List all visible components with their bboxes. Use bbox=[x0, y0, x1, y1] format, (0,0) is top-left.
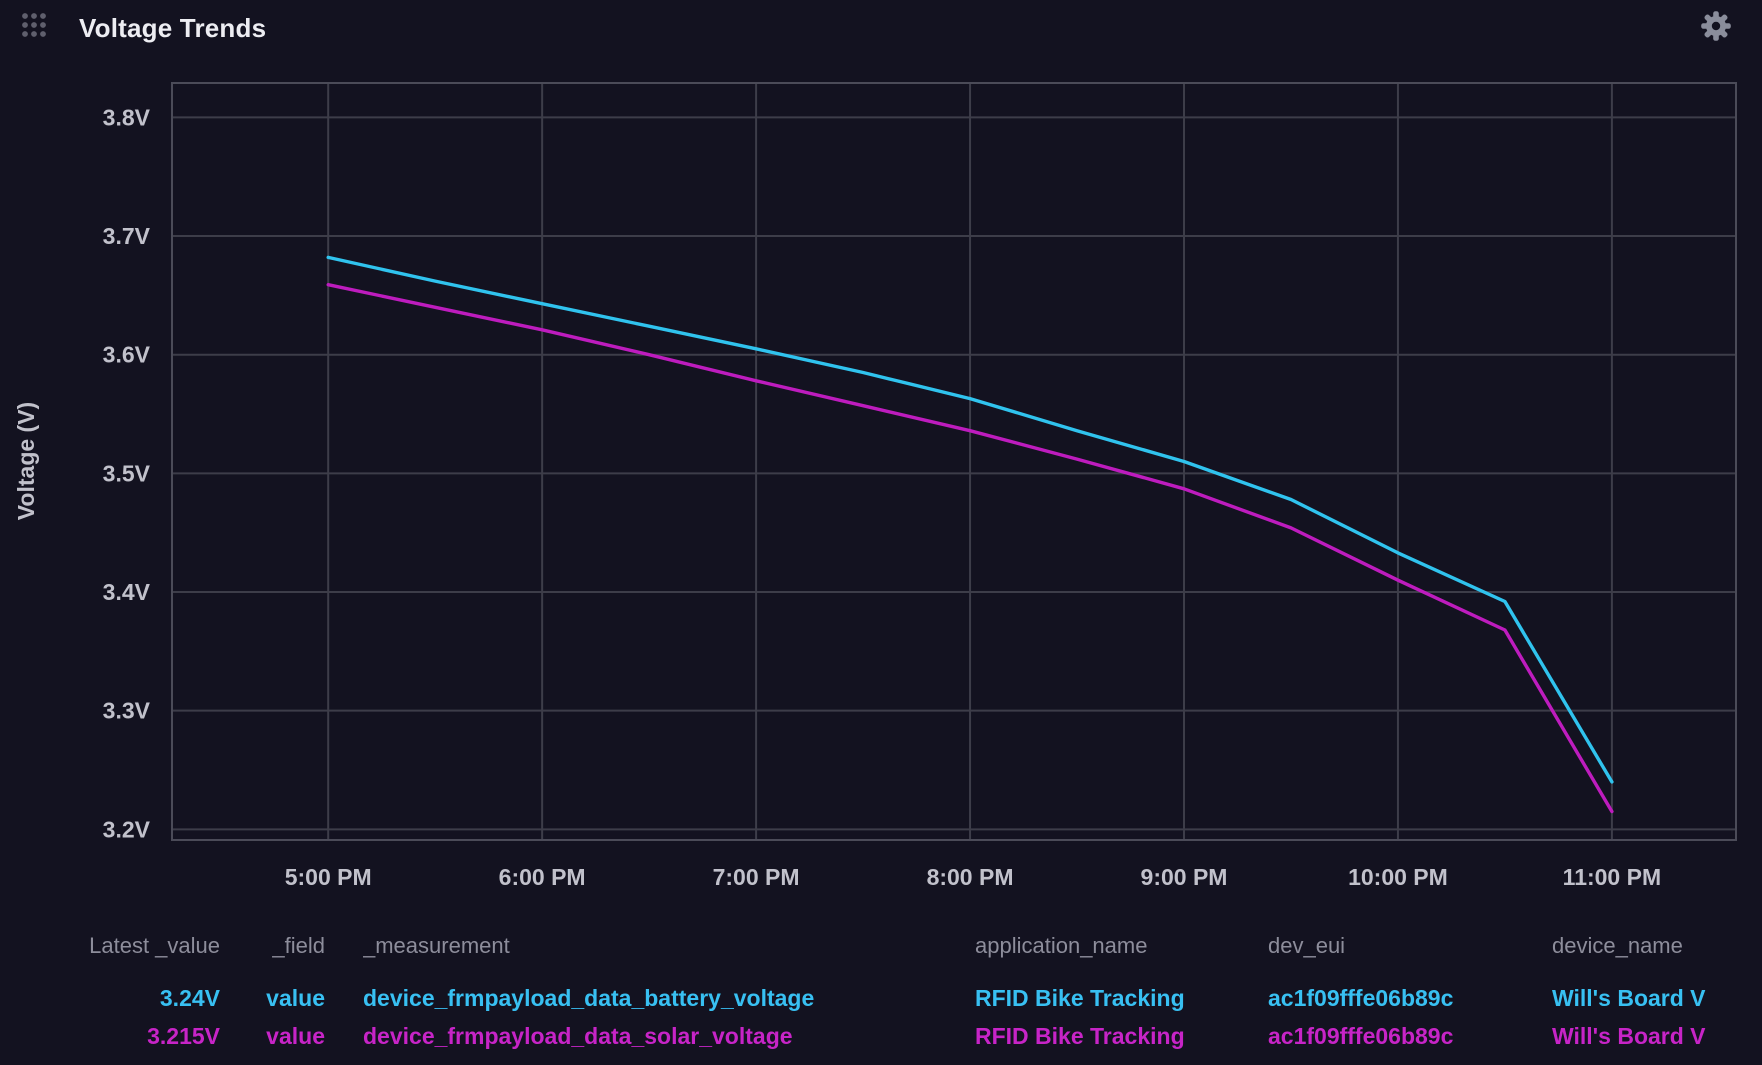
x-tick-label: 7:00 PM bbox=[713, 864, 800, 890]
chart-plot-area[interactable] bbox=[172, 83, 1736, 840]
series-line-device_frmpayload_data_battery_voltage bbox=[326, 255, 1614, 784]
y-tick-label: 3.6V bbox=[103, 342, 151, 368]
gear-icon bbox=[1701, 11, 1731, 41]
cell-header: Voltage Trends bbox=[0, 0, 1762, 54]
y-axis-title: Voltage (V) bbox=[13, 402, 39, 520]
x-tick-label: 10:00 PM bbox=[1348, 864, 1448, 890]
cell-settings-button[interactable] bbox=[1700, 10, 1732, 42]
x-tick-label: 6:00 PM bbox=[499, 864, 586, 890]
plot-border bbox=[171, 82, 1737, 841]
cell-title: Voltage Trends bbox=[79, 13, 267, 43]
y-tick-label: 3.2V bbox=[103, 816, 151, 842]
y-tick-label: 3.4V bbox=[103, 579, 151, 605]
x-tick-label: 11:00 PM bbox=[1563, 864, 1661, 890]
x-tick-label: 9:00 PM bbox=[1141, 864, 1228, 890]
x-tick-label: 5:00 PM bbox=[285, 864, 372, 890]
drag-handle[interactable] bbox=[20, 11, 48, 39]
series-line-device_frmpayload_data_solar_voltage bbox=[326, 283, 1614, 814]
y-tick-label: 3.7V bbox=[103, 223, 151, 249]
drag-handle-dots-icon bbox=[22, 13, 46, 37]
y-tick-label: 3.8V bbox=[103, 104, 151, 130]
x-tick-label: 8:00 PM bbox=[927, 864, 1014, 890]
y-tick-label: 3.3V bbox=[103, 698, 151, 724]
y-tick-label: 3.5V bbox=[103, 460, 151, 486]
